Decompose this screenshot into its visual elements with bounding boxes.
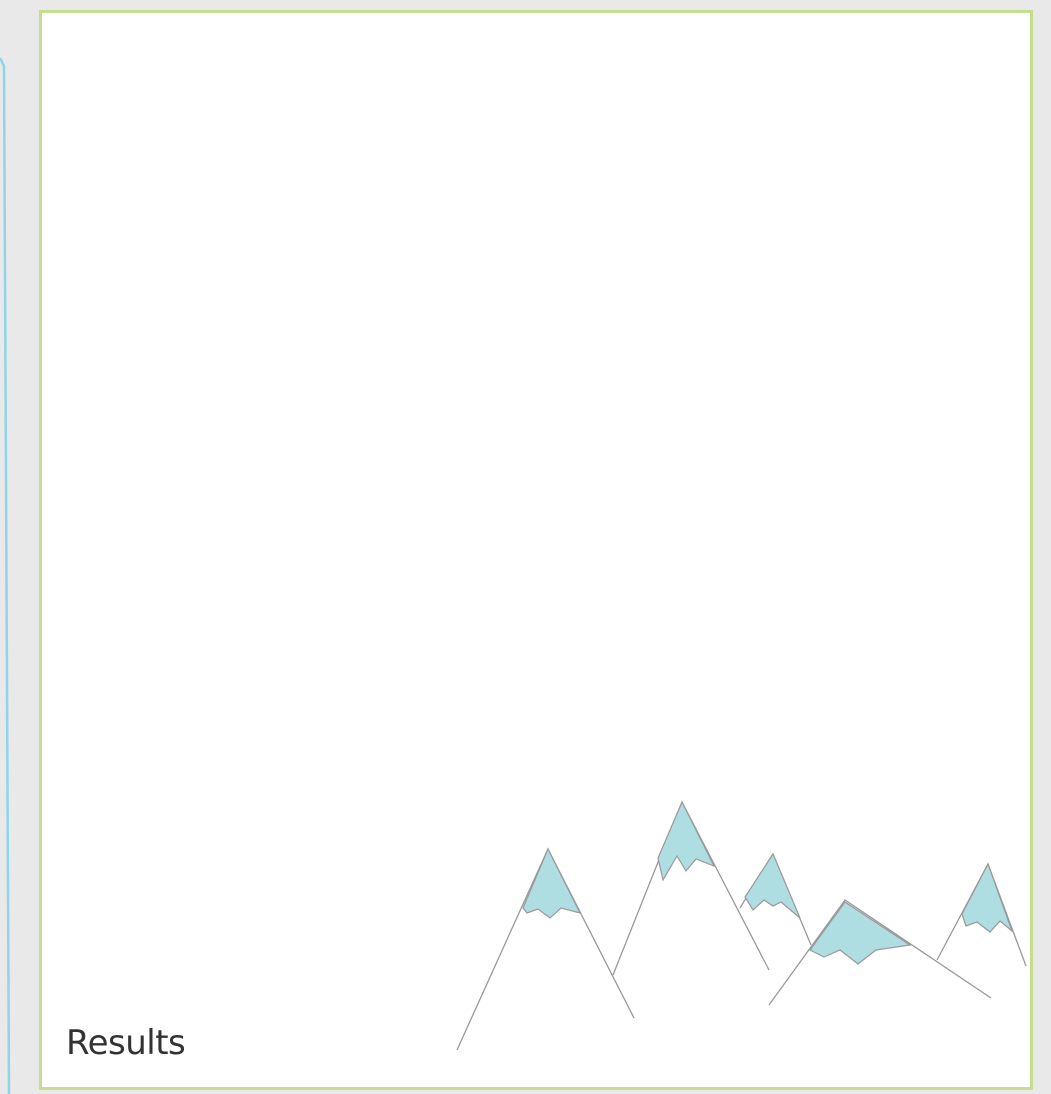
page: Results (() => { const data = JSON.parse… — [0, 0, 1051, 1094]
mountains-illustration — [42, 13, 1030, 1087]
results-panel: Results — [39, 10, 1033, 1090]
side-line — [0, 0, 20, 1094]
results-label: Results — [66, 1023, 185, 1063]
